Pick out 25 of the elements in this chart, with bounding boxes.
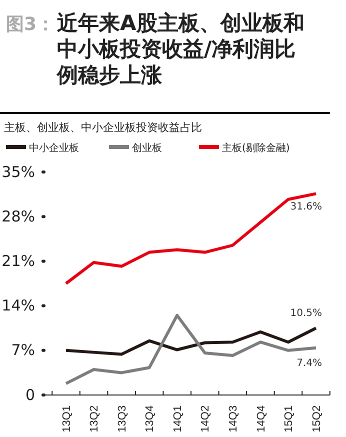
y-tick-label: 35% xyxy=(2,162,35,181)
chart-title: 图3：近年来A股主板、创业板和中小板投资收益/净利润比例稳步上涨 xyxy=(6,11,304,87)
x-tick-label: 13Q2 xyxy=(88,405,101,432)
x-tick-label: 14Q3 xyxy=(228,405,240,432)
x-tick-label: 15Q1 xyxy=(283,405,296,432)
chart-subtitle: 主板、创业板、中小企业板投资收益占比 xyxy=(4,121,202,134)
data-label: 31.6% xyxy=(290,202,322,213)
y-tick-label: 14% xyxy=(2,296,35,315)
data-label: 7.4% xyxy=(296,358,322,369)
x-tick-label: 14Q4 xyxy=(255,405,268,432)
data-label: 10.5% xyxy=(290,308,322,320)
x-tick-label: 13Q4 xyxy=(144,405,156,432)
line-series xyxy=(64,326,318,356)
y-tick-label: 0 xyxy=(25,386,35,404)
legend-label: 创业板 xyxy=(132,142,162,154)
legend-label: 中小企业板 xyxy=(29,142,79,154)
x-tick-label: 13Q3 xyxy=(116,405,128,432)
x-tick-label: 13Q1 xyxy=(60,405,73,432)
y-tick-label: 28% xyxy=(2,207,35,226)
y-tick-label: 7% xyxy=(11,341,35,360)
legend-label: 主板(剔除金融) xyxy=(222,142,290,154)
x-tick-label: 14Q1 xyxy=(172,405,184,432)
x-tick-label: 14Q2 xyxy=(200,405,212,432)
y-tick-label: 21% xyxy=(2,252,35,270)
x-tick-label: 15Q2 xyxy=(310,405,323,432)
